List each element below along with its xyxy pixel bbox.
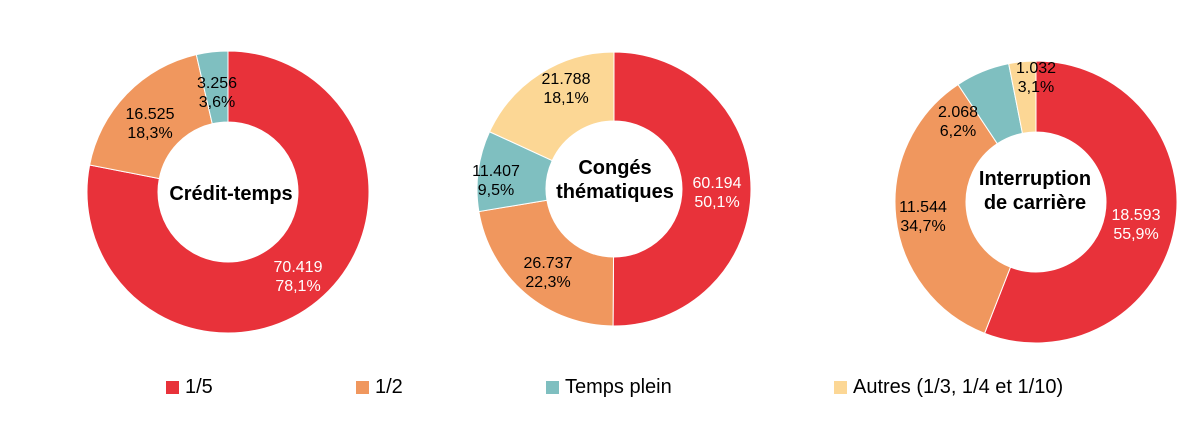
chart-title-interruption-de-carri-re: Interruption de carrière <box>979 168 1091 214</box>
legend-item-autres: Autres (1/3, 1/4 et 1/10) <box>834 372 1063 402</box>
data-label-interruption-de-carri-re-1-2: 11.544 34,7% <box>899 199 947 235</box>
chart-title-cr-dit-temps: Crédit-temps <box>169 183 292 205</box>
data-label-cong-s-th-matiques-temps-plein: 11.407 9,5% <box>472 163 520 199</box>
data-label-interruption-de-carri-re-1-5: 18.593 55,9% <box>1112 207 1161 243</box>
data-label-cr-dit-temps-temps-plein: 3.256 3,6% <box>197 75 237 111</box>
chart-title-cong-s-th-matiques: Congés thématiques <box>556 157 674 203</box>
slice-interruption-de-carri-re-autres-1-3-1-4-et-1-10 <box>1008 60 1037 134</box>
legend-label-1-2: 1/2 <box>375 375 403 398</box>
legend-item-temps-plein: Temps plein <box>546 372 672 402</box>
slice-cr-dit-temps-1-5 <box>86 50 370 334</box>
data-label-cong-s-th-matiques-autres-1-3-1-4-et-1-10: 21.788 18,1% <box>542 71 591 107</box>
legend: 1/5 1/2 Temps plein Autres (1/3, 1/4 et … <box>0 372 1196 402</box>
donut-chart-cr-dit-temps: 70.419 78,1% 16.525 18,3% 3.256 3,6% Crédit-te… <box>86 50 370 334</box>
legend-item-1-5: 1/5 <box>166 372 213 402</box>
slice-cr-dit-temps-1-2 <box>89 54 213 180</box>
legend-swatch-1-5 <box>166 380 179 394</box>
data-label-cr-dit-temps-1-5: 70.419 78,1% <box>274 259 323 295</box>
legend-label-temps-plein: Temps plein <box>565 375 672 398</box>
legend-swatch-temps-plein <box>546 380 559 394</box>
legend-label-1-5: 1/5 <box>185 375 213 398</box>
slice-cong-s-th-matiques-autres-1-3-1-4-et-1-10 <box>488 51 615 162</box>
legend-swatch-1-2 <box>356 380 369 394</box>
legend-label-autres: Autres (1/3, 1/4 et 1/10) <box>853 375 1064 398</box>
data-label-cr-dit-temps-1-2: 16.525 18,3% <box>126 106 175 142</box>
legend-item-1-2: 1/2 <box>356 372 403 402</box>
donut-chart-cong-s-th-matiques: 60.194 50,1% 26.737 22,3% 11.407 9,5% 21.788 18… <box>472 51 752 327</box>
slice-cong-s-th-matiques-1-5 <box>612 51 752 327</box>
data-label-cong-s-th-matiques-1-5: 60.194 50,1% <box>693 175 742 211</box>
slice-cr-dit-temps-temps-plein <box>195 50 229 125</box>
donut-charts-svg: 70.419 78,1% 16.525 18,3% 3.256 3,6% Crédit-te… <box>86 50 1178 344</box>
slice-interruption-de-carri-re-1-2 <box>894 83 1012 334</box>
legend-swatch-autres <box>834 380 847 394</box>
data-label-interruption-de-carri-re-autres-1-3-1-4-et-1-10: 1.032 3,1% <box>1016 60 1056 96</box>
slice-cong-s-th-matiques-1-2 <box>478 199 615 327</box>
slice-interruption-de-carri-re-1-5 <box>983 60 1178 344</box>
donut-chart-interruption-de-carri-re: 18.593 55,9% 11.544 34,7% 2.068 6,2% 1.032 3,1%… <box>894 60 1178 344</box>
data-label-interruption-de-carri-re-temps-plein: 2.068 6,2% <box>938 104 978 140</box>
data-label-cong-s-th-matiques-1-2: 26.737 22,3% <box>524 255 573 291</box>
